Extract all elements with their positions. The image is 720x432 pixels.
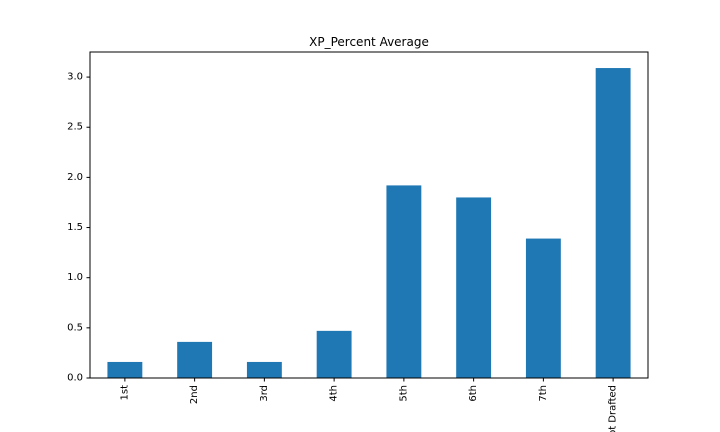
y-tick-label: 0.0 <box>67 373 83 384</box>
x-tick-label: 4th <box>329 385 340 402</box>
y-tick-label: 1.0 <box>67 272 83 283</box>
bars-group <box>107 68 631 379</box>
bar-6th <box>456 197 492 378</box>
x-tick-label: Not Drafted <box>608 385 619 432</box>
plot-frame <box>89 51 649 379</box>
bar-5th <box>386 185 422 378</box>
bar-1st <box>107 361 143 378</box>
bar-3rd <box>246 361 282 378</box>
y-tick-label: 3.0 <box>67 72 83 83</box>
y-tick-label: 2.5 <box>67 122 83 133</box>
y-tick-label: 0.5 <box>67 322 83 333</box>
x-axis: 1st 2nd 3rd 4th 5th 6th 7th Not Drafted <box>119 378 619 432</box>
y-axis: 0.0 0.5 1.0 1.5 2.0 2.5 3.0 <box>67 72 90 384</box>
x-tick-label: 3rd <box>259 385 270 402</box>
x-tick-label: 5th <box>398 385 409 402</box>
x-tick-label: 1st <box>119 385 130 401</box>
x-tick-label: 6th <box>468 385 479 402</box>
bar-not-drafted <box>595 68 631 379</box>
bar-2nd <box>177 341 213 378</box>
chart-title: XP_Percent Average <box>309 35 429 49</box>
bar-4th <box>316 330 352 378</box>
y-tick-label: 1.5 <box>67 222 83 233</box>
y-tick-label: 2.0 <box>67 172 83 183</box>
bar-7th <box>525 238 561 378</box>
x-tick-label: 7th <box>538 385 549 402</box>
x-tick-label: 2nd <box>189 385 200 404</box>
